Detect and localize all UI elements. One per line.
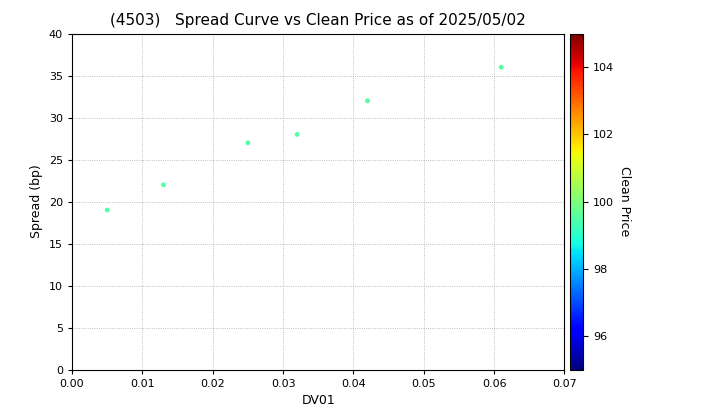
Point bbox=[292, 131, 303, 138]
Point bbox=[158, 181, 169, 188]
Point bbox=[495, 64, 507, 71]
Y-axis label: Clean Price: Clean Price bbox=[618, 166, 631, 237]
Point bbox=[361, 97, 373, 104]
Title: (4503)   Spread Curve vs Clean Price as of 2025/05/02: (4503) Spread Curve vs Clean Price as of… bbox=[110, 13, 526, 28]
Y-axis label: Spread (bp): Spread (bp) bbox=[30, 165, 43, 239]
Point bbox=[102, 207, 113, 213]
X-axis label: DV01: DV01 bbox=[302, 394, 335, 407]
Point bbox=[242, 139, 253, 146]
